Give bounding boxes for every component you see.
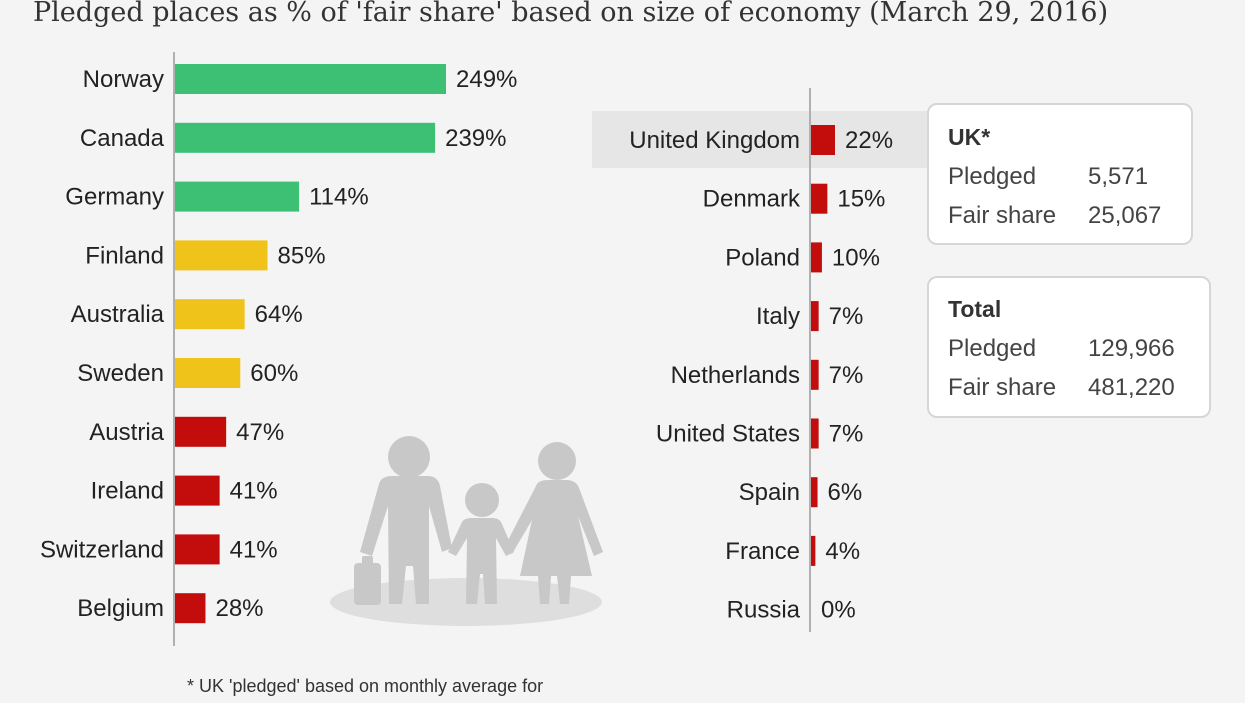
value-label-germany: 114% [309, 184, 369, 211]
uk-info-box: UK* Pledged 5,571 Fair share 25,067 [927, 103, 1193, 245]
value-label-ireland: 41% [230, 478, 278, 505]
value-label-netherlands: 7% [829, 362, 864, 389]
bar-united-kingdom [811, 125, 835, 155]
total-pledged-label: Pledged [948, 335, 1036, 362]
uk-pledged-value: 5,571 [1088, 163, 1148, 190]
uk-box-title: UK* [948, 124, 990, 150]
total-info-box: Total Pledged 129,966 Fair share 481,220 [927, 276, 1211, 418]
value-label-united-kingdom: 22% [845, 127, 893, 154]
category-label-switzerland: Switzerland [40, 536, 164, 563]
uk-fair-share-label: Fair share [948, 202, 1056, 229]
bar-switzerland [175, 534, 220, 565]
uk-fair-share-value: 25,067 [1088, 202, 1161, 229]
category-label-france: France [725, 538, 800, 565]
category-label-denmark: Denmark [703, 186, 801, 213]
value-label-united-states: 7% [829, 421, 864, 448]
bar-poland [811, 242, 822, 273]
bar-sweden [175, 358, 241, 388]
value-label-finland: 85% [278, 242, 326, 269]
value-label-canada: 239% [445, 125, 506, 152]
value-label-italy: 7% [829, 303, 864, 330]
category-label-spain: Spain [739, 479, 800, 506]
category-label-united-states: United States [656, 421, 800, 448]
category-label-austria: Austria [89, 419, 164, 446]
value-label-poland: 10% [832, 244, 880, 271]
category-label-australia: Australia [71, 301, 165, 328]
category-label-norway: Norway [83, 66, 164, 93]
total-pledged-value: 129,966 [1088, 335, 1175, 362]
category-label-poland: Poland [725, 244, 800, 271]
right-bar-panel: United Kingdom 22% Denmark 15% Poland 10% Ital… [629, 125, 893, 624]
value-label-belgium: 28% [215, 595, 263, 622]
category-label-sweden: Sweden [77, 360, 164, 387]
total-fair-share-value: 481,220 [1088, 374, 1175, 401]
bar-australia [175, 299, 245, 330]
bar-ireland [175, 475, 220, 506]
value-label-spain: 6% [828, 479, 863, 506]
bar-denmark [811, 183, 828, 214]
category-label-italy: Italy [756, 303, 800, 330]
value-label-austria: 47% [236, 419, 284, 446]
category-label-finland: Finland [85, 242, 164, 269]
bar-austria [175, 416, 227, 447]
value-label-switzerland: 41% [230, 536, 278, 563]
bar-italy [811, 301, 819, 332]
bar-united-states [811, 418, 819, 449]
bar-canada [175, 122, 436, 153]
bar-belgium [175, 593, 206, 624]
bar-france [811, 535, 816, 566]
footnote: * UK 'pledged' based on monthly average … [187, 676, 543, 696]
value-label-france: 4% [825, 538, 860, 565]
uk-pledged-label: Pledged [948, 163, 1036, 190]
bar-netherlands [811, 359, 819, 390]
category-label-belgium: Belgium [77, 595, 164, 622]
value-label-denmark: 15% [837, 186, 885, 213]
category-label-russia: Russia [727, 597, 801, 624]
category-label-germany: Germany [65, 184, 164, 211]
refugee-family-icon [330, 436, 603, 626]
bar-spain [811, 477, 818, 508]
category-label-ireland: Ireland [91, 478, 164, 505]
highlight-row [592, 111, 928, 168]
category-label-united-kingdom: United Kingdom [629, 127, 800, 154]
bar-norway [175, 64, 446, 94]
bar-germany [175, 181, 300, 212]
value-label-norway: 249% [456, 66, 517, 93]
chart-title: Pledged places as % of 'fair share' base… [33, 0, 1108, 28]
category-label-netherlands: Netherlands [671, 362, 800, 389]
total-fair-share-label: Fair share [948, 374, 1056, 401]
bar-finland [175, 240, 268, 271]
value-label-russia: 0% [821, 597, 856, 624]
category-label-canada: Canada [80, 125, 165, 152]
left-bar-panel: Norway 249% Canada 239% Germany 114% Finland 85… [40, 64, 517, 624]
value-label-sweden: 60% [250, 360, 298, 387]
total-box-title: Total [948, 296, 1001, 322]
value-label-australia: 64% [255, 301, 303, 328]
